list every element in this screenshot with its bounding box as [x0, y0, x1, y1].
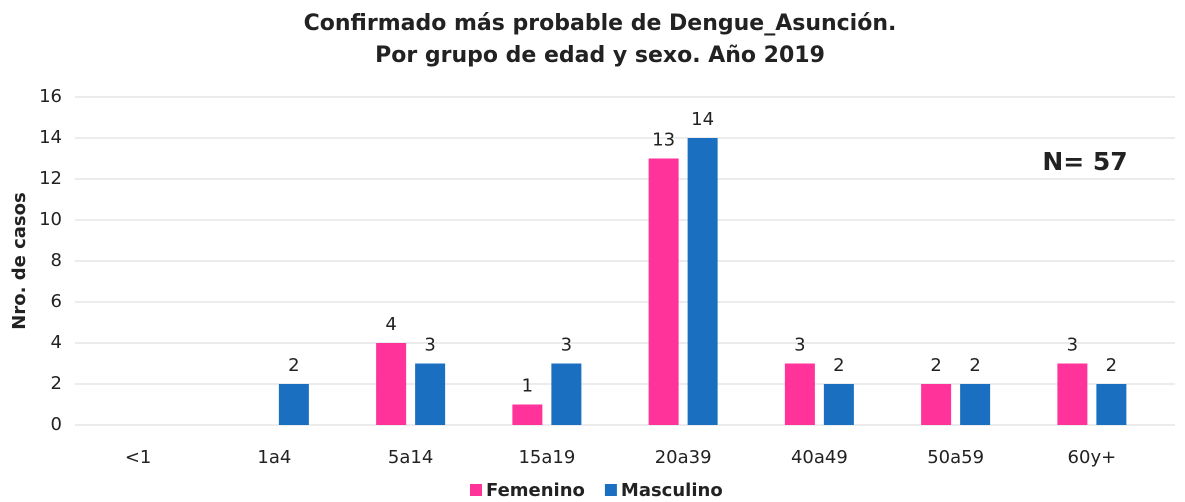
data-label: 3	[1067, 335, 1078, 356]
bar	[415, 363, 446, 425]
chart-title: Confirmado más probable de Dengue_Asunci…	[304, 11, 897, 36]
bar	[648, 158, 679, 425]
data-label: 4	[385, 314, 396, 335]
data-label: 2	[969, 355, 980, 376]
bar	[687, 138, 718, 425]
data-label: 2	[288, 355, 299, 376]
x-tick-label: 20a39	[655, 447, 712, 468]
y-tick-label: 8	[51, 250, 62, 271]
y-tick-label: 4	[51, 332, 62, 353]
data-label: 1	[522, 376, 533, 397]
data-label: 14	[691, 109, 714, 130]
data-label: 3	[424, 335, 435, 356]
bar	[512, 404, 543, 425]
bar	[1057, 363, 1088, 425]
y-tick-label: 12	[39, 168, 62, 189]
x-tick-label: 60y+	[1068, 447, 1117, 468]
bar	[278, 384, 309, 425]
y-tick-label: 10	[39, 209, 62, 230]
x-tick-label: 5a14	[388, 447, 433, 468]
bar	[784, 363, 815, 425]
bar	[921, 384, 952, 425]
y-axis-label: Nro. de casos	[9, 192, 30, 329]
x-tick-label: <1	[125, 447, 152, 468]
bar	[551, 363, 582, 425]
bar	[823, 384, 854, 425]
y-tick-label: 14	[39, 127, 62, 148]
legend-label: Masculino	[621, 480, 723, 501]
data-label: 3	[561, 335, 572, 356]
data-label: 2	[1106, 355, 1117, 376]
data-label: 2	[930, 355, 941, 376]
x-tick-label: 15a19	[518, 447, 575, 468]
data-label: 13	[652, 130, 675, 151]
legend-label: Femenino	[486, 480, 585, 501]
y-tick-label: 2	[51, 373, 62, 394]
legend-swatch	[470, 484, 482, 496]
data-label: 3	[794, 335, 805, 356]
bar	[376, 343, 407, 425]
bar	[960, 384, 991, 425]
annotation: N= 57	[1042, 147, 1127, 176]
legend-swatch	[604, 484, 617, 496]
x-tick-label: 50a59	[927, 447, 984, 468]
bar	[1096, 384, 1127, 425]
y-tick-label: 0	[51, 414, 62, 435]
data-label: 2	[833, 355, 844, 376]
y-tick-label: 6	[51, 291, 62, 312]
y-tick-label: 16	[39, 86, 62, 107]
chart-title: Por grupo de edad y sexo. Año 2019	[375, 43, 825, 68]
x-tick-label: 40a49	[791, 447, 848, 468]
x-tick-label: 1a4	[257, 447, 291, 468]
